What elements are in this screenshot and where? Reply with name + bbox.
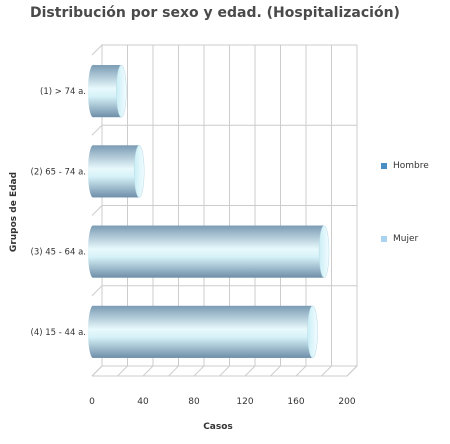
- category-label-1: (2) 65 - 74 a.: [31, 167, 86, 177]
- legend-item-mujer[interactable]: Mujer: [381, 234, 418, 245]
- x-tick-label-3: 120: [236, 397, 253, 407]
- floor-tick-minor: [117, 365, 128, 377]
- x-tick-label-5: 200: [338, 397, 355, 407]
- category-label-2: (3) 45 - 64 a.: [31, 248, 86, 258]
- bar-base: [88, 145, 98, 198]
- legend-swatch-mujer: [381, 236, 387, 242]
- legend-label-hombre: Hombre: [393, 161, 429, 171]
- floor-tick-minor: [219, 365, 230, 377]
- x-axis-title: Casos: [203, 422, 233, 432]
- x-tick-label-1: 40: [137, 397, 149, 407]
- floor-tick-5: [346, 365, 358, 377]
- band-divider: [91, 124, 357, 136]
- bar-base: [88, 305, 98, 358]
- x-tick-label-0: 0: [89, 397, 95, 407]
- floor-tick-1: [142, 365, 154, 377]
- x-tick-label-4: 160: [287, 397, 304, 407]
- bar-body: [93, 225, 325, 278]
- floor-tick-minor: [321, 365, 332, 377]
- band-divider: [91, 285, 357, 297]
- floor-tick-minor: [270, 365, 281, 377]
- y-axis-title: Grupos de Edad: [9, 172, 19, 252]
- floor-tick-2: [193, 365, 205, 377]
- bar-cap: [133, 145, 145, 198]
- category-label-3: (4) 15 - 44 a.: [31, 328, 86, 338]
- bar-cap: [307, 305, 318, 359]
- x-tick-label-2: 80: [188, 397, 200, 407]
- category-label-0: (1) > 74 a.: [40, 87, 86, 97]
- bar-2[interactable]: [88, 225, 330, 278]
- floor-tick-4: [295, 365, 307, 377]
- bar-3[interactable]: [88, 305, 318, 359]
- bar-cap: [318, 225, 330, 278]
- legend-item-hombre[interactable]: Hombre: [381, 161, 429, 172]
- bar-base: [88, 225, 98, 278]
- floor-tick-minor: [168, 365, 179, 377]
- floor-tick-0: [91, 365, 103, 377]
- bar-1[interactable]: [88, 145, 145, 198]
- legend-swatch-hombre: [381, 163, 387, 169]
- band-divider: [91, 205, 357, 216]
- bar-0[interactable]: [88, 64, 127, 118]
- floor-tick-3: [244, 365, 256, 377]
- bar-body: [93, 305, 313, 358]
- legend-label-mujer: Mujer: [393, 234, 419, 244]
- bar-body: [93, 145, 140, 198]
- bar-base: [88, 65, 98, 118]
- chart-title: Distribución por sexo y edad. (Hospitali…: [30, 5, 400, 21]
- bar-cap: [116, 64, 127, 118]
